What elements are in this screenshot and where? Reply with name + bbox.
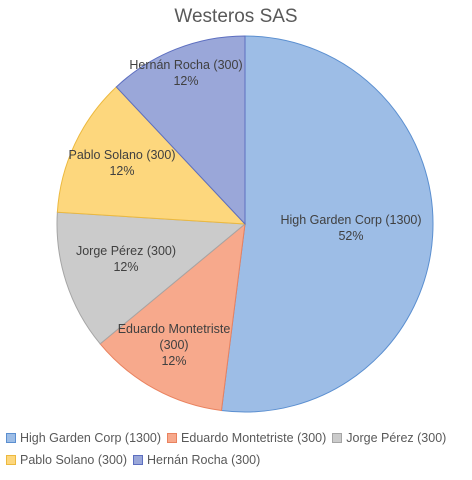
slice-percent: 52% [338, 229, 363, 243]
legend-item-pablo-solano[interactable]: Pablo Solano (300) [6, 453, 127, 467]
legend-label: Eduardo Montetriste (300) [181, 431, 327, 445]
slice-percent: 12% [113, 260, 138, 274]
legend-label: High Garden Corp (1300) [20, 431, 162, 445]
slice-label-3: Pablo Solano (300) 12% [68, 148, 175, 178]
slice-percent: 12% [173, 74, 198, 88]
slice-percent: 12% [161, 354, 186, 368]
slice-name: Hernán Rocha (300) [129, 58, 242, 72]
slice-label-2: Jorge Pérez (300) 12% [76, 244, 176, 274]
slice-name: Jorge Pérez (300) [76, 244, 176, 258]
pie-slice-2[interactable] [56, 211, 247, 345]
legend-row: Pablo Solano (300) Hernán Rocha (300) [6, 449, 472, 471]
legend: High Garden Corp (1300) Eduardo Montetri… [6, 427, 472, 471]
slice-label-4: Hernán Rocha (300) 12% [129, 58, 242, 88]
legend-swatch [6, 455, 16, 465]
legend-label: Jorge Pérez (300) [346, 431, 447, 445]
slice-percent: 12% [109, 164, 134, 178]
chart-title: Westeros SAS [174, 6, 298, 27]
legend-label: Hernán Rocha (300) [147, 453, 261, 467]
legend-swatch [133, 455, 144, 465]
pie-chart: High Garden Corp (1300) 52% Eduardo Montet… [56, 35, 434, 413]
pie-slice-4[interactable] [115, 35, 246, 226]
slice-label-1: Eduardo Montetriste (300) 12% [118, 322, 231, 368]
slice-name: Eduardo Montetriste [118, 322, 231, 336]
legend-item-eduardo-montetriste[interactable]: Eduardo Montetriste (300) [167, 431, 326, 445]
slice-label-0: High Garden Corp (1300) 52% [280, 213, 421, 243]
legend-item-high-garden-corp[interactable]: High Garden Corp (1300) [6, 431, 161, 445]
slice-name: High Garden Corp (1300) [280, 213, 421, 227]
legend-item-hernan-rocha[interactable]: Hernán Rocha (300) [133, 453, 260, 467]
pie-slice-0[interactable] [220, 35, 434, 413]
legend-row: High Garden Corp (1300) Eduardo Montetri… [6, 427, 472, 449]
legend-item-jorge-perez[interactable]: Jorge Pérez (300) [332, 431, 446, 445]
slice-name: (300) [159, 338, 188, 352]
slice-name: Pablo Solano (300) [68, 148, 175, 162]
pie-slice-1[interactable] [99, 222, 246, 412]
legend-label: Pablo Solano (300) [20, 453, 128, 467]
legend-swatch [167, 433, 178, 443]
legend-swatch [6, 433, 16, 443]
legend-swatch [332, 433, 343, 443]
pie-slice-3[interactable] [56, 86, 247, 225]
